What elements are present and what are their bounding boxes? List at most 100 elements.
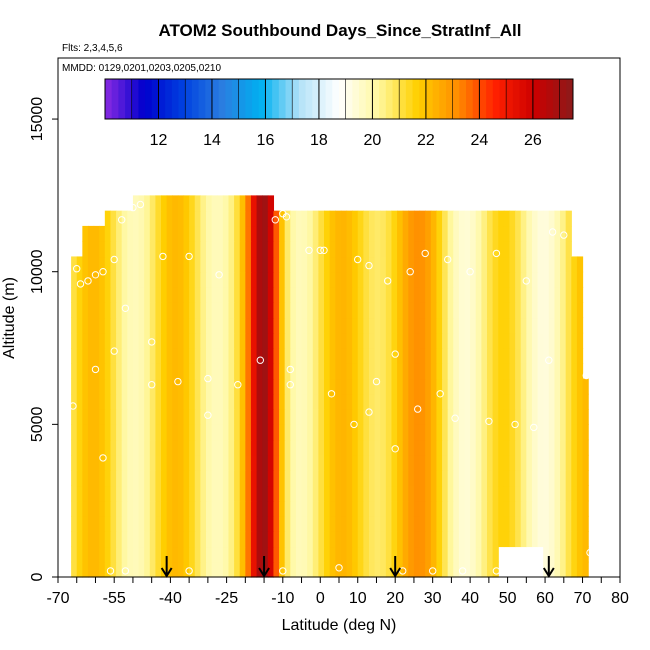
heatmap-cell bbox=[234, 485, 241, 502]
heatmap-cell bbox=[340, 363, 348, 380]
heatmap-cell bbox=[486, 363, 494, 380]
heatmap-cell bbox=[144, 485, 151, 502]
heatmap-cell bbox=[486, 348, 494, 364]
heatmap-cell bbox=[71, 531, 78, 548]
heatmap-cell bbox=[324, 561, 331, 578]
heatmap-cell bbox=[183, 393, 190, 410]
heatmap-cell bbox=[492, 302, 499, 319]
heatmap-cell bbox=[346, 363, 353, 380]
heatmap-cell bbox=[189, 195, 196, 212]
heatmap-cell bbox=[267, 515, 275, 532]
heatmap-cell bbox=[419, 348, 426, 364]
colorbar-tick-label: 12 bbox=[150, 132, 168, 149]
heatmap-cell bbox=[284, 454, 291, 471]
colorbar-segment bbox=[118, 79, 126, 119]
heatmap-cell bbox=[475, 561, 482, 578]
heatmap-cell bbox=[267, 485, 275, 502]
heatmap-cell bbox=[166, 332, 173, 349]
heatmap-cell bbox=[295, 470, 303, 487]
heatmap-cell bbox=[442, 378, 449, 395]
observation-point bbox=[354, 255, 362, 264]
heatmap-cell bbox=[436, 286, 443, 303]
heatmap-cell bbox=[166, 378, 173, 395]
heatmap-cell bbox=[436, 271, 443, 288]
heatmap-cell bbox=[498, 470, 505, 487]
heatmap-cell bbox=[436, 378, 443, 395]
heatmap-cell bbox=[481, 225, 488, 242]
heatmap-cell bbox=[222, 470, 230, 487]
heatmap-cell bbox=[172, 515, 179, 532]
heatmap-cell bbox=[234, 348, 241, 364]
heatmap-cell bbox=[301, 317, 308, 334]
heatmap-cell bbox=[374, 393, 381, 410]
heatmap-cell bbox=[273, 378, 280, 395]
heatmap-cell bbox=[492, 515, 499, 532]
heatmap-cell bbox=[453, 393, 460, 410]
heatmap-cell bbox=[475, 531, 482, 548]
heatmap-cell bbox=[582, 470, 589, 487]
heatmap-cell bbox=[267, 256, 275, 273]
heatmap-cell bbox=[104, 531, 112, 548]
heatmap-cell bbox=[144, 561, 151, 578]
heatmap-cell bbox=[295, 348, 303, 364]
heatmap-cell bbox=[239, 546, 246, 563]
heatmap-cell bbox=[301, 378, 308, 395]
heatmap-cell bbox=[385, 515, 393, 532]
heatmap-cell bbox=[436, 363, 443, 380]
heatmap-cell bbox=[284, 531, 291, 548]
heatmap-cell bbox=[374, 546, 381, 563]
x-axis-label: Latitude (deg N) bbox=[282, 617, 397, 634]
heatmap-cell bbox=[234, 302, 241, 319]
heatmap-cell bbox=[312, 378, 319, 395]
heatmap-cell bbox=[475, 424, 482, 441]
y-axis-label: Altitude (m) bbox=[1, 277, 18, 359]
heatmap-cell bbox=[408, 531, 415, 548]
heatmap-cell bbox=[172, 210, 179, 227]
heatmap-cell bbox=[239, 439, 246, 456]
heatmap-cell bbox=[228, 225, 235, 242]
heatmap-cell bbox=[132, 515, 140, 532]
heatmap-cell bbox=[413, 348, 421, 364]
colorbar-segment bbox=[526, 79, 534, 119]
heatmap-cell bbox=[363, 302, 370, 319]
observation-point bbox=[327, 390, 336, 398]
heatmap-cell bbox=[571, 348, 578, 364]
heatmap-cell bbox=[357, 241, 364, 258]
heatmap-cell bbox=[87, 256, 95, 273]
heatmap-cell bbox=[430, 332, 438, 349]
observation-point bbox=[279, 567, 287, 575]
heatmap-cell bbox=[464, 500, 471, 517]
heatmap-cell bbox=[475, 332, 482, 349]
heatmap-cell bbox=[543, 302, 550, 319]
heatmap-cell bbox=[520, 439, 527, 456]
colorbar-tick-label: 18 bbox=[310, 132, 328, 149]
heatmap-cell bbox=[307, 439, 314, 456]
heatmap-cell bbox=[284, 561, 291, 578]
heatmap-cell bbox=[290, 485, 297, 502]
heatmap-cell bbox=[256, 195, 263, 212]
heatmap-cell bbox=[273, 348, 280, 364]
heatmap-cell bbox=[329, 470, 336, 487]
heatmap-cell bbox=[318, 561, 325, 578]
heatmap-cell bbox=[172, 271, 179, 288]
heatmap-cell bbox=[531, 439, 539, 456]
heatmap-cell bbox=[374, 332, 381, 349]
heatmap-cell bbox=[149, 485, 157, 502]
heatmap-cell bbox=[267, 317, 275, 334]
heatmap-cell bbox=[458, 225, 466, 242]
observation-point bbox=[421, 249, 429, 258]
heatmap-cell bbox=[177, 454, 185, 471]
heatmap-cell bbox=[250, 317, 258, 334]
heatmap-cell bbox=[374, 470, 381, 487]
heatmap-cell bbox=[324, 409, 331, 425]
heatmap-cell bbox=[194, 378, 201, 395]
heatmap-cell bbox=[503, 424, 511, 441]
heatmap-cell bbox=[571, 409, 578, 425]
down-arrow-icon bbox=[389, 556, 402, 578]
heatmap-cell bbox=[250, 256, 258, 273]
observation-point bbox=[69, 402, 77, 410]
heatmap-cell bbox=[312, 531, 319, 548]
heatmap-cell bbox=[368, 424, 376, 441]
heatmap-cell bbox=[515, 485, 522, 502]
heatmap-cell bbox=[548, 500, 556, 517]
